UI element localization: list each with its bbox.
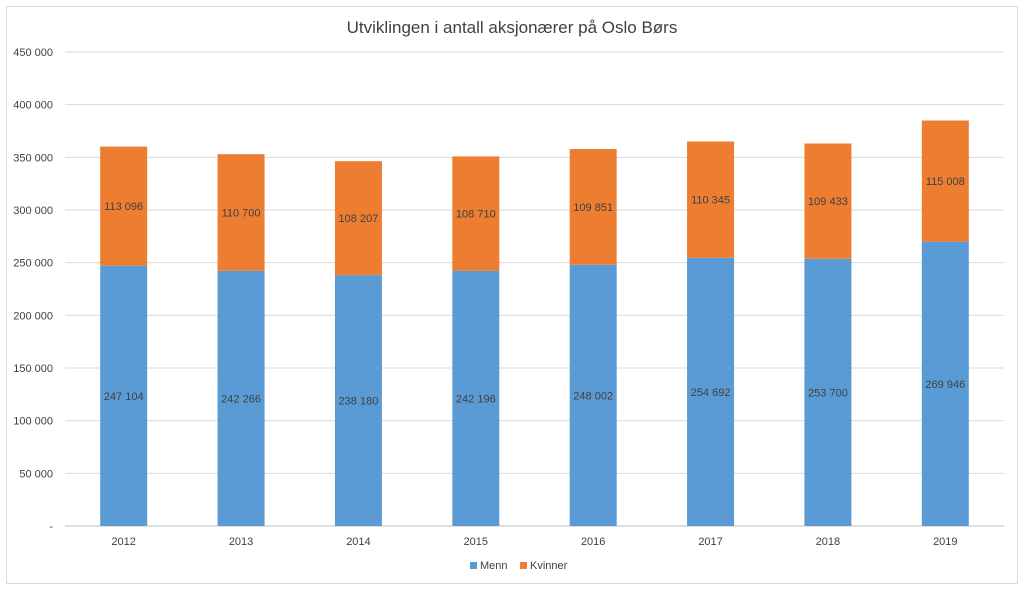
data-label: 110 345 (691, 195, 730, 207)
chart-title: Utviklingen i antall aksjonærer på Oslo … (347, 18, 678, 37)
y-tick-label: 100 000 (13, 416, 53, 428)
bar-menn-2019 (921, 241, 969, 527)
y-tick-label: 50 000 (19, 468, 53, 480)
data-label: 108 207 (339, 213, 379, 225)
y-tick-label: - (49, 521, 53, 533)
x-tick-label: 2017 (698, 536, 722, 548)
x-tick-label: 2015 (464, 536, 488, 548)
data-label: 248 002 (573, 390, 613, 402)
bar-menn-2016 (569, 264, 617, 526)
bar-menn-2012 (100, 265, 148, 526)
data-label: 247 104 (104, 391, 144, 403)
x-tick-label: 2014 (346, 536, 370, 548)
x-tick-label: 2013 (229, 536, 253, 548)
data-label: 238 180 (339, 396, 379, 408)
bar-kvinner-2014 (334, 161, 382, 276)
x-axis-ticks: 2012 2013 2014 2015 2016 2017 2018 2019 (111, 536, 957, 548)
bar-menn-2018 (804, 258, 852, 526)
y-tick-label: 250 000 (13, 258, 53, 270)
gridlines (65, 51, 1004, 527)
data-label: 108 710 (456, 209, 496, 221)
data-label: 115 008 (926, 176, 965, 188)
data-label: 109 433 (808, 196, 848, 208)
legend-swatch (520, 562, 527, 569)
y-tick-label: 450 000 (13, 47, 53, 59)
y-tick-label: 200 000 (13, 310, 53, 322)
legend-label: Kvinner (530, 560, 568, 572)
bar-kvinner-2012 (100, 146, 148, 266)
y-tick-label: 150 000 (13, 363, 53, 375)
bar-kvinner-2015 (452, 156, 500, 271)
bar-kvinner-2018 (804, 143, 852, 259)
data-label: 269 946 (925, 379, 965, 391)
data-label: 253 700 (808, 387, 848, 399)
y-axis-ticks: - 50 000 100 000 150 000 200 000 250 000 300 0… (13, 47, 53, 533)
x-tick-label: 2018 (816, 536, 840, 548)
legend: Menn Kvinner (470, 560, 568, 572)
bar-menn-2014 (334, 275, 382, 526)
bar-menn-2015 (452, 270, 500, 526)
y-tick-label: 300 000 (13, 205, 53, 217)
y-tick-label: 350 000 (13, 152, 53, 164)
bars: 247 104 113 096 242 266 110 700 238 180 108 2… (100, 120, 969, 527)
bar-kvinner-2019 (921, 120, 969, 242)
bar-kvinner-2016 (569, 149, 617, 265)
data-label: 242 266 (221, 393, 261, 405)
bar-kvinner-2017 (687, 141, 735, 258)
y-tick-label: 400 000 (13, 100, 53, 112)
x-tick-label: 2012 (111, 536, 135, 548)
x-tick-label: 2019 (933, 536, 957, 548)
data-label: 110 700 (222, 208, 261, 220)
legend-label: Menn (480, 560, 508, 572)
data-label: 109 851 (573, 202, 613, 214)
legend-swatch (470, 562, 477, 569)
bar-menn-2013 (217, 270, 265, 526)
bar-kvinner-2013 (217, 154, 265, 271)
data-label: 254 692 (691, 387, 731, 399)
data-label: 113 096 (104, 201, 143, 213)
data-label: 242 196 (456, 393, 496, 405)
x-tick-label: 2016 (581, 536, 605, 548)
bar-menn-2017 (687, 257, 735, 526)
